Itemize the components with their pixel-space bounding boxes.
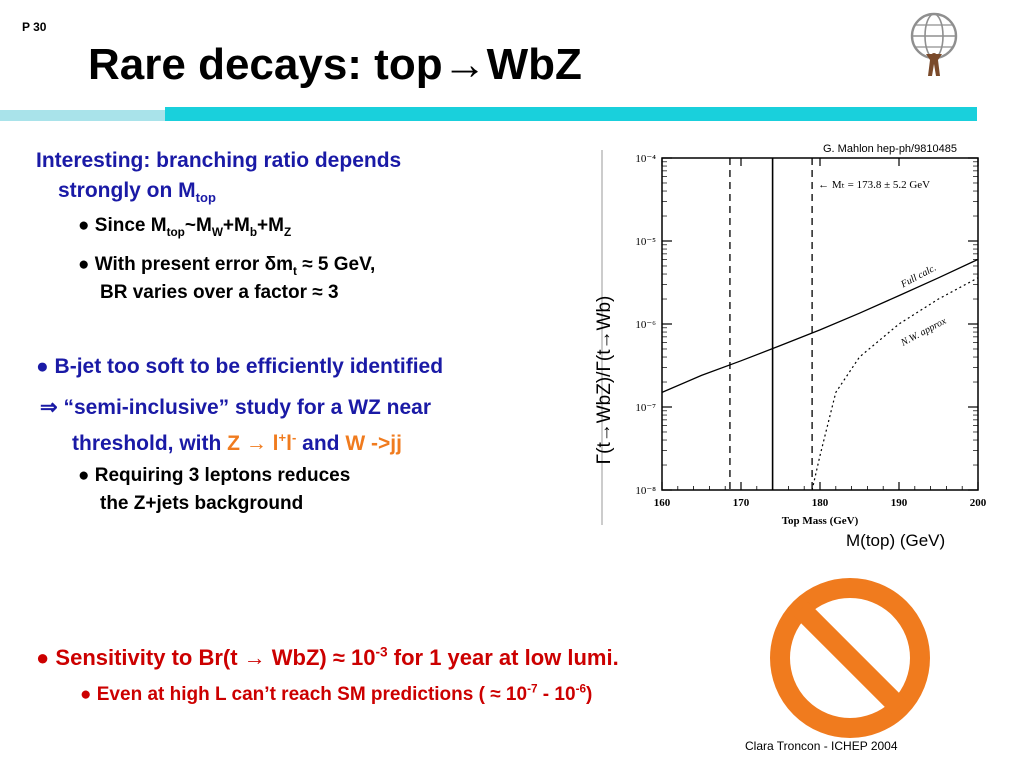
sub4-dash: - — [537, 684, 555, 705]
sub2-line2: BR varies over a factor ≈ 3 — [100, 282, 339, 303]
bullet3-text: threshold, with — [72, 432, 228, 455]
bullet4-a: Sensitivity to Br(t — [49, 645, 244, 670]
x-axis-title: Top Mass (GeV) — [782, 515, 859, 527]
series-nw-approx-line — [811, 277, 979, 491]
sub2-text: With present error — [94, 254, 265, 275]
page-number: P 30 — [22, 20, 47, 34]
x-tick-label: 160 — [654, 497, 671, 509]
title-band-light — [0, 110, 165, 121]
sub1-z: Z — [283, 225, 292, 239]
sub4-a: Even at high L can’t reach SM prediction… — [91, 684, 528, 705]
bullet-sensitivity: ● Sensitivity to Br(t → WbZ) ≈ 10-3 for … — [36, 645, 619, 671]
x-tick-label: 190 — [891, 497, 908, 509]
sub1-mz: +M — [257, 215, 284, 236]
bullet4-exp: -3 — [375, 644, 388, 660]
sub2-text-b: ≈ 5 GeV, — [296, 254, 376, 275]
arrow-icon: → — [240, 432, 273, 455]
bullet2-text: B-jet too soft to be efficiently identif… — [54, 355, 444, 378]
subbullet-high-lumi: ● Even at high L can’t reach SM predicti… — [80, 682, 593, 706]
sub4-exp1: -7 — [527, 682, 538, 696]
and-text: and — [296, 432, 346, 455]
ratio-plot: 160 170 180 190 200 10⁻⁸ 10⁻⁷ 10⁻⁶ 10⁻⁵ 10⁻⁴ Top M… — [601, 150, 987, 527]
mass-annotation: ← Mₜ = 173.8 ± 5.2 GeV — [818, 179, 930, 191]
bullet3-line1: “semi-inclusive” study for a WZ near — [57, 396, 432, 419]
y-tick-label: 10⁻⁴ — [635, 153, 656, 165]
plot-credit: G. Mahlon hep-ph/9810485 — [823, 143, 957, 155]
bullet-dot: ● — [78, 215, 90, 236]
bullet-branching-ratio: Interesting: branching ratio depends str… — [36, 146, 556, 206]
sub1-text: Since M — [94, 215, 167, 236]
bullet3-line2: threshold, with Z → l+l- and W ->jj — [40, 426, 431, 462]
sub4-exp2: -6 — [575, 682, 587, 696]
bullet1-line2-sub: top — [195, 190, 216, 206]
z-label: Z — [227, 432, 240, 455]
bullet-dot: ● — [80, 684, 92, 705]
subbullet-mass-relation: ● Since Mtop~MW+Mb+MZ — [78, 215, 292, 239]
bullet-dot: ● — [36, 645, 50, 670]
y-tick-label: 10⁻⁸ — [635, 485, 656, 497]
slide-title: Rare decays: top→WbZ — [88, 40, 582, 89]
lepton: l — [272, 432, 279, 455]
x-tick-label: 170 — [733, 497, 750, 509]
bullet-dot: ● — [36, 355, 49, 378]
y-tick-label: 10⁻⁷ — [635, 402, 656, 414]
bullet1-line2: strongly on Mtop — [36, 176, 556, 206]
title-band — [165, 107, 977, 121]
series-full-calc-line — [661, 258, 979, 393]
footer-credit: Clara Troncon - ICHEP 2004 — [745, 739, 898, 753]
bullet-dot: ● — [78, 254, 90, 275]
y-tick-label: 10⁻⁶ — [635, 319, 656, 331]
x-tick-label: 180 — [812, 497, 829, 509]
sub2-m: m — [276, 254, 294, 275]
sub3-line1: Requiring 3 leptons reduces — [94, 465, 351, 486]
no-entry-sign-icon — [770, 578, 930, 738]
minus-sup: - — [291, 430, 297, 445]
bullet1-line1: Interesting: branching ratio depends — [36, 149, 402, 172]
arrow-icon: → — [243, 645, 266, 670]
bullet4-b: WbZ) ≈ 10 — [265, 645, 376, 670]
sub1-mb: +M — [222, 215, 250, 236]
plus-sup: + — [278, 430, 287, 445]
sub1-b: b — [249, 225, 258, 239]
subbullet-present-error: ● With present error δmt ≈ 5 GeV, BR var… — [78, 251, 375, 307]
bullet-dot: ● — [78, 465, 90, 486]
plot-layer: 160 170 180 190 200 10⁻⁸ 10⁻⁷ 10⁻⁶ 10⁻⁵ 10⁻⁴ Top M… — [635, 153, 986, 527]
lepton2: l — [286, 432, 292, 455]
w-label: W ->jj — [345, 432, 402, 455]
y-tick-label: 10⁻⁵ — [635, 236, 656, 248]
bullet4-c: for 1 year at low lumi. — [387, 645, 619, 670]
subbullet-three-leptons: ● Requiring 3 leptons reduces the Z+jets… — [78, 462, 350, 518]
sub1-top: top — [166, 225, 185, 239]
sub1-mw: ~M — [184, 215, 212, 236]
bullet-semi-inclusive: ⇒ “semi-inclusive” study for a WZ near t… — [40, 390, 431, 462]
sub2-t: t — [293, 264, 297, 278]
bullet-bjet: ● B-jet too soft to be efficiently ident… — [36, 352, 443, 382]
sub4-close: ) — [586, 684, 593, 705]
sub3-line2: the Z+jets background — [100, 493, 304, 514]
x-tick-label: 200 — [970, 497, 987, 509]
implies-icon: ⇒ — [40, 396, 58, 419]
sub4-ten: 10 — [554, 684, 576, 705]
atlas-logo-icon — [910, 12, 958, 76]
sub1-w: W — [211, 225, 223, 239]
bullet1-line2-text: strongly on M — [58, 179, 196, 202]
sub2-delta: δ — [264, 254, 277, 275]
y-axis-label: Γ(t→WbZ)/Γ(t→Wb) — [594, 295, 615, 465]
x-axis-label: M(top) (GeV) — [846, 531, 946, 550]
